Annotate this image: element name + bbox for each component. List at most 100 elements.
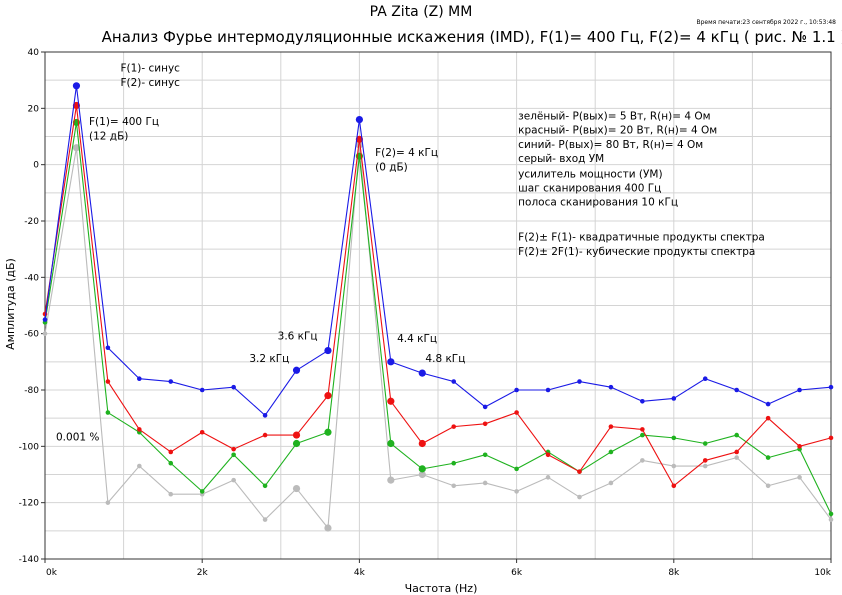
- data-point: [168, 491, 174, 497]
- data-point: [292, 431, 301, 439]
- data-point: [797, 444, 802, 449]
- data-point: [324, 392, 332, 400]
- plot-frame: [44, 51, 832, 560]
- annotation: красный- P(вых)= 20 Вт, R(н)= 4 Ом: [518, 125, 717, 137]
- data-point: [292, 366, 301, 374]
- annotation: синий- P(вых)= 80 Вт, R(н)= 4 Ом: [518, 139, 703, 151]
- data-point: [545, 475, 551, 480]
- data-point: [734, 449, 739, 455]
- data-point: [671, 483, 677, 489]
- data-point: [199, 387, 205, 393]
- annotation: усилитель мощности (УМ): [518, 168, 662, 180]
- data-point: [671, 435, 677, 441]
- series-line: [44, 104, 832, 487]
- data-point: [765, 415, 771, 421]
- data-point: [828, 435, 834, 441]
- data-point: [608, 384, 614, 390]
- data-point: [734, 387, 739, 393]
- data-point: [545, 452, 551, 458]
- data-point: [828, 517, 834, 522]
- y-tick-label: 20: [28, 104, 40, 114]
- data-point: [168, 449, 174, 455]
- series-line: [44, 85, 832, 416]
- y-tick-label: -140: [19, 555, 40, 565]
- data-point: [734, 455, 739, 460]
- series-2: [42, 101, 834, 489]
- data-point: [734, 432, 739, 438]
- y-tick-label: -120: [19, 499, 40, 509]
- data-point: [514, 410, 519, 415]
- data-point: [137, 463, 142, 469]
- annotation: 3.2 кГц: [249, 353, 289, 365]
- x-tick-label: 8k: [668, 568, 680, 578]
- data-point: [324, 524, 332, 532]
- data-point: [42, 317, 48, 322]
- data-point: [105, 410, 111, 415]
- x-tick-label: 0k: [46, 568, 58, 578]
- data-point: [577, 494, 582, 500]
- data-point: [262, 413, 268, 418]
- data-point: [72, 144, 81, 152]
- data-point: [387, 397, 395, 405]
- annotation: (0 дБ): [375, 161, 408, 173]
- data-point: [765, 455, 771, 460]
- data-point: [292, 484, 301, 493]
- print-time: Время печати:23 сентября 2022 г., 10:53:…: [697, 19, 837, 26]
- data-point: [671, 463, 677, 469]
- data-point: [640, 398, 645, 404]
- data-point: [418, 369, 426, 377]
- data-point: [640, 432, 645, 438]
- data-point: [671, 396, 677, 401]
- data-point: [765, 401, 771, 407]
- annotation: F(1)= 400 Гц: [89, 116, 159, 128]
- annotation: 0.001 %: [56, 432, 99, 444]
- y-tick-label: -100: [19, 442, 40, 452]
- annotation: F(2)= 4 кГц: [375, 147, 438, 159]
- axes: 0k 2k 4k 6k 8k 10k 40 20 0 -20 -40 -60 -80 -100 -120 -1…: [19, 48, 832, 578]
- series-1: [42, 118, 834, 517]
- annotation: F(1)- синус: [120, 63, 180, 75]
- annotation: зелёный- P(вых)= 5 Вт, R(н)= 4 Ом: [518, 111, 710, 123]
- data-point: [451, 483, 457, 489]
- data-point: [514, 489, 519, 494]
- data-point: [702, 441, 708, 446]
- data-point: [231, 477, 236, 483]
- data-point: [640, 427, 645, 432]
- series-line: [44, 121, 832, 515]
- data-point: [482, 480, 488, 486]
- x-tick-label: 6k: [511, 568, 523, 578]
- data-point: [451, 379, 457, 384]
- data-point: [418, 470, 426, 479]
- series-line: [44, 144, 832, 529]
- data-point: [324, 346, 332, 355]
- annotation: (12 дБ): [89, 130, 128, 142]
- data-point: [137, 376, 142, 382]
- data-point: [577, 379, 582, 384]
- annotation: полоса сканирования 10 кГц: [518, 197, 678, 209]
- data-point: [482, 452, 488, 458]
- y-axis-label: Амплитуда (дБ): [4, 258, 17, 350]
- y-tick-label: -20: [24, 217, 39, 227]
- data-point: [451, 424, 457, 429]
- y-tick-label: 40: [28, 48, 40, 58]
- data-point: [231, 452, 236, 458]
- data-point: [797, 387, 802, 393]
- data-point: [702, 458, 708, 463]
- data-point: [387, 358, 395, 366]
- data-point: [231, 446, 236, 452]
- data-point: [199, 429, 205, 435]
- y-tick-label: -60: [24, 330, 39, 340]
- data-point: [828, 511, 834, 517]
- data-point: [262, 432, 268, 438]
- data-point: [418, 439, 426, 448]
- data-point: [828, 384, 834, 390]
- data-point: [387, 476, 395, 484]
- annotation: шаг сканирования 400 Гц: [518, 182, 661, 194]
- series-0: [42, 141, 834, 532]
- data-point: [324, 428, 332, 436]
- annotation: 4.8 кГц: [425, 353, 465, 365]
- annotation: серый- вход УМ: [518, 153, 604, 165]
- data-point: [702, 463, 708, 469]
- y-tick-label: -80: [24, 386, 39, 396]
